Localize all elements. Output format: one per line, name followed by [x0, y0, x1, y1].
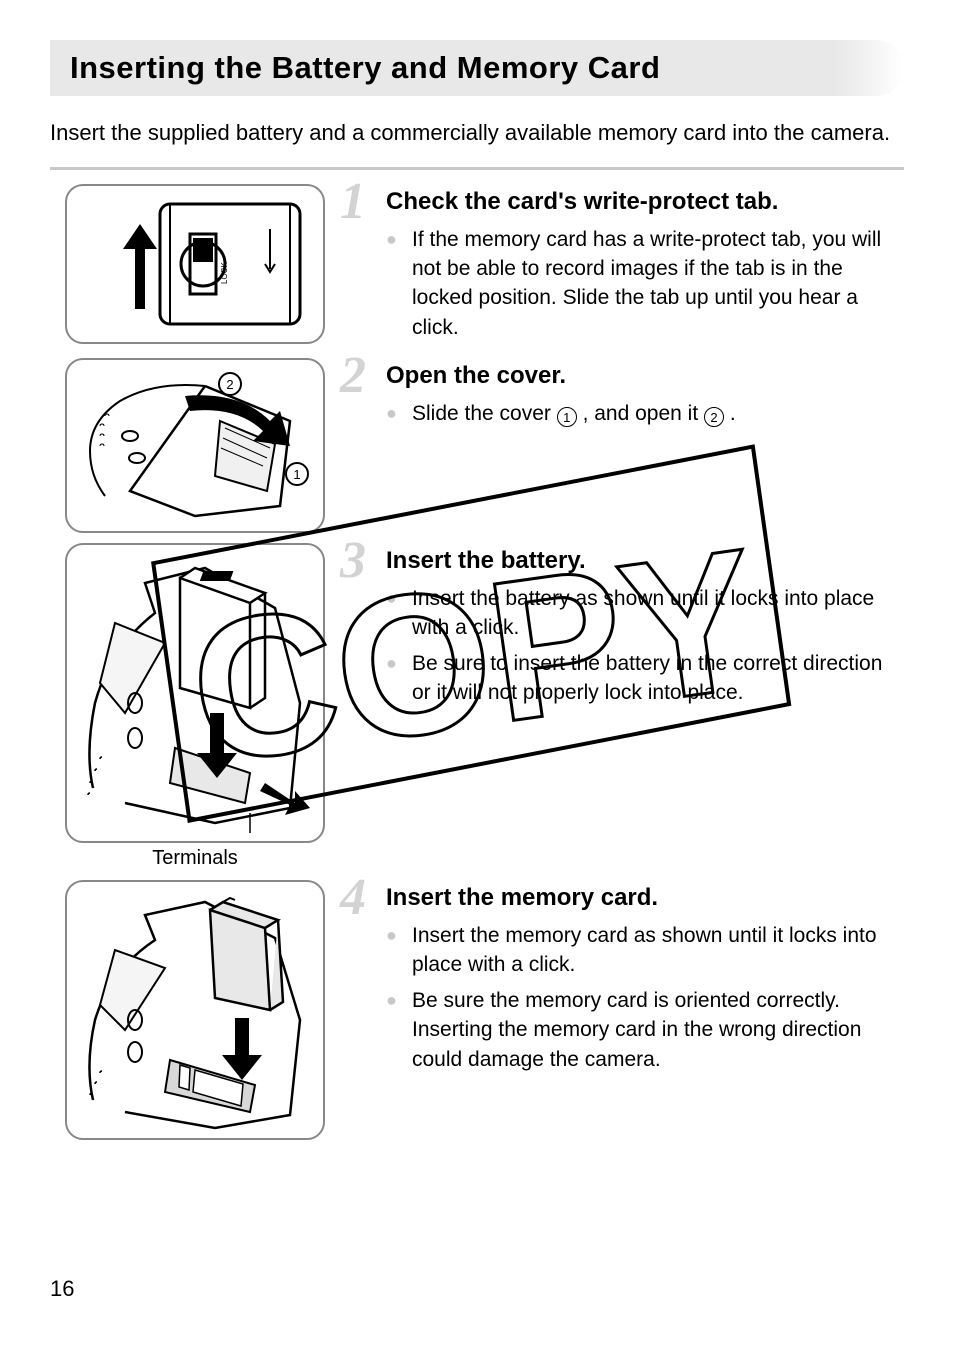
step-1-text: 1 Check the card's write-protect tab. If…: [340, 184, 904, 348]
step-4-text: 4 Insert the memory card. Insert the mem…: [340, 880, 904, 1080]
step-2-bullet-1: Slide the cover 1 , and open it 2 .: [386, 399, 904, 428]
step-2-figure-col: 1 2: [50, 358, 340, 533]
circled-1-icon: 1: [557, 407, 577, 427]
step-1-number: 1: [340, 172, 366, 231]
svg-text:LOCK: LOCK: [220, 261, 229, 283]
title-bar: Inserting the Battery and Memory Card: [50, 40, 904, 96]
page-number: 16: [50, 1276, 74, 1302]
step-1-bullets: If the memory card has a write-protect t…: [386, 225, 904, 343]
figure-insert-memory-card: [65, 880, 325, 1140]
step-2-heading: Open the cover.: [386, 362, 904, 391]
step-1-heading: Check the card's write-protect tab.: [386, 188, 904, 217]
step-3-bullet-2: Be sure to insert the battery in the cor…: [386, 649, 904, 708]
step-4-bullets: Insert the memory card as shown until it…: [386, 921, 904, 1074]
step-3-heading: Insert the battery.: [386, 547, 904, 576]
step-3: Terminals 3 Insert the battery. Insert t…: [50, 543, 904, 870]
step-2-number: 2: [340, 346, 366, 405]
svg-text:1: 1: [293, 467, 300, 482]
intro-text: Insert the supplied battery and a commer…: [50, 118, 904, 149]
step-1: LOCK 1 Check the card's write-protect ta…: [50, 184, 904, 348]
circled-2-icon: 2: [704, 407, 724, 427]
step-3-caption: Terminals: [152, 847, 238, 870]
figure-write-protect: LOCK: [65, 184, 325, 344]
step-1-bullet-1: If the memory card has a write-protect t…: [386, 225, 904, 343]
figure-open-cover: 1 2: [65, 358, 325, 533]
step-2-text: 2 Open the cover. Slide the cover 1 , an…: [340, 358, 904, 434]
figure-insert-battery: [65, 543, 325, 843]
step-2-bullets: Slide the cover 1 , and open it 2 .: [386, 399, 904, 428]
step-3-bullet-1: Insert the battery as shown until it loc…: [386, 584, 904, 643]
step-4-heading: Insert the memory card.: [386, 884, 904, 913]
step-4-bullet-1: Insert the memory card as shown until it…: [386, 921, 904, 980]
step-3-bullets: Insert the battery as shown until it loc…: [386, 584, 904, 708]
step-4-number: 4: [340, 868, 366, 927]
step-2: 1 2 2 Open the cover. Slide the cover 1 …: [50, 358, 904, 533]
divider: [50, 167, 904, 170]
step-4: 4 Insert the memory card. Insert the mem…: [50, 880, 904, 1140]
step-4-bullet-2: Be sure the memory card is oriented corr…: [386, 986, 904, 1074]
step-4-figure-col: [50, 880, 340, 1140]
step-3-number: 3: [340, 531, 366, 590]
step-3-text: 3 Insert the battery. Insert the battery…: [340, 543, 904, 713]
step-1-figure-col: LOCK: [50, 184, 340, 344]
steps-container: LOCK 1 Check the card's write-protect ta…: [50, 184, 904, 1140]
step-3-figure-col: Terminals: [50, 543, 340, 870]
svg-text:2: 2: [226, 377, 233, 392]
page-title: Inserting the Battery and Memory Card: [70, 50, 884, 86]
